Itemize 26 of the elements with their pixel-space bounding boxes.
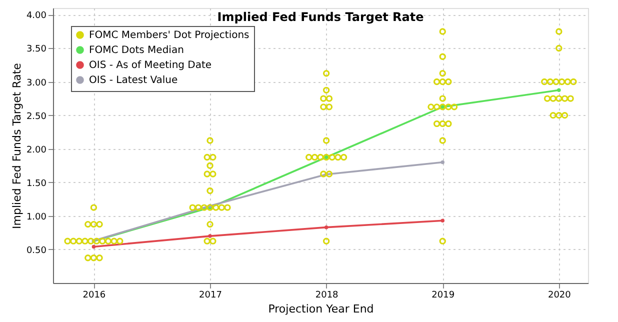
- x-tick-label: 2020: [548, 290, 572, 300]
- y-tick-label: 1.50: [26, 178, 47, 189]
- point: [440, 160, 444, 164]
- legend-label: FOMC Members' Dot Projections: [89, 30, 250, 41]
- y-tick-label: 3.50: [26, 44, 47, 55]
- x-tick-label: 2017: [199, 290, 222, 300]
- x-tick-label: 2018: [315, 290, 339, 300]
- point: [324, 225, 328, 230]
- y-tick-label: 2.50: [26, 112, 47, 122]
- point: [92, 244, 96, 249]
- legend-label: FOMC Dots Median: [89, 45, 184, 56]
- point: [557, 88, 561, 92]
- y-tick-label: 2.00: [26, 145, 47, 156]
- legend-label: OIS - Latest Value: [89, 75, 178, 86]
- x-axis-title: Projection Year End: [268, 302, 374, 316]
- x-tick-label: 2016: [82, 290, 106, 300]
- y-tick-label: 1.00: [26, 212, 47, 222]
- y-tick-label: 4.00: [26, 11, 47, 22]
- point: [208, 234, 212, 238]
- x-tick-label: 2019: [432, 290, 455, 300]
- point: [440, 218, 444, 222]
- y-axis-title: Implied Fed Funds Target Rate: [10, 62, 24, 229]
- legend-label: OIS - As of Meeting Date: [89, 60, 212, 71]
- y-tick-label: 0.50: [26, 246, 47, 256]
- y-tick-label: 3.00: [26, 78, 47, 88]
- chart-title: Implied Fed Funds Target Rate: [217, 10, 424, 24]
